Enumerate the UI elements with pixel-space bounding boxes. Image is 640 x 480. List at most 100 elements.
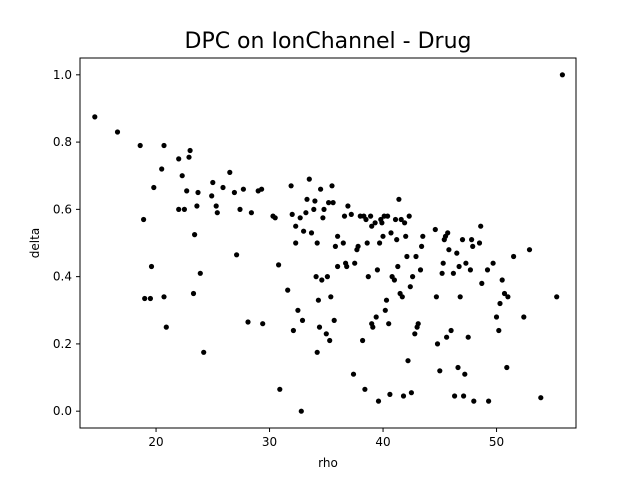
data-point-65 bbox=[316, 324, 323, 330]
data-point-18 bbox=[187, 147, 193, 154]
data-point-46 bbox=[289, 211, 295, 217]
data-point-84 bbox=[344, 263, 350, 270]
data-point-111 bbox=[382, 307, 388, 313]
data-point-47 bbox=[290, 327, 296, 334]
data-point-125 bbox=[399, 294, 405, 300]
data-point-81 bbox=[340, 240, 346, 246]
x-tick-label-1: 30 bbox=[262, 435, 277, 449]
data-point-139 bbox=[417, 267, 424, 273]
data-point-179 bbox=[501, 290, 508, 297]
data-point-52 bbox=[298, 408, 304, 414]
data-point-66 bbox=[318, 186, 324, 192]
data-point-160 bbox=[459, 237, 466, 243]
data-point-121 bbox=[395, 263, 401, 270]
data-point-114 bbox=[386, 321, 392, 327]
data-point-38 bbox=[259, 186, 265, 192]
data-point-136 bbox=[413, 253, 419, 260]
x-tick-label-2: 40 bbox=[375, 435, 390, 449]
data-point-4 bbox=[142, 295, 148, 302]
data-point-126 bbox=[400, 393, 407, 399]
data-point-175 bbox=[493, 314, 500, 320]
data-point-51 bbox=[297, 215, 303, 221]
data-point-101 bbox=[370, 324, 376, 330]
y-tick-label-0: 0.0 bbox=[53, 404, 72, 418]
data-point-64 bbox=[315, 297, 321, 303]
data-point-181 bbox=[505, 294, 511, 300]
data-point-31 bbox=[231, 189, 237, 196]
data-point-24 bbox=[201, 349, 207, 355]
data-point-158 bbox=[456, 263, 462, 270]
data-point-128 bbox=[403, 233, 409, 239]
axis-ticks: 20 30 40 50 0.0 0.2 0.4 0.6 0.8 1.0 bbox=[53, 68, 504, 449]
data-point-79 bbox=[335, 263, 341, 270]
data-point-55 bbox=[303, 210, 309, 216]
data-point-133 bbox=[408, 390, 414, 396]
data-point-96 bbox=[364, 240, 370, 246]
data-point-141 bbox=[420, 233, 426, 239]
data-point-138 bbox=[415, 321, 421, 327]
data-point-29 bbox=[220, 184, 226, 191]
data-point-165 bbox=[467, 267, 473, 273]
data-point-2 bbox=[137, 142, 143, 149]
data-point-30 bbox=[227, 169, 233, 175]
data-point-67 bbox=[319, 277, 325, 283]
data-point-13 bbox=[176, 206, 182, 212]
data-point-77 bbox=[331, 317, 337, 323]
data-point-73 bbox=[327, 337, 333, 344]
data-point-180 bbox=[504, 364, 510, 371]
data-point-63 bbox=[314, 349, 320, 355]
data-point-142 bbox=[432, 226, 438, 233]
data-point-183 bbox=[521, 314, 527, 320]
data-point-90 bbox=[355, 243, 361, 249]
data-point-17 bbox=[186, 154, 192, 160]
data-point-69 bbox=[321, 206, 327, 212]
data-point-144 bbox=[434, 341, 441, 347]
data-point-130 bbox=[405, 358, 411, 364]
data-point-88 bbox=[352, 260, 358, 266]
data-point-32 bbox=[234, 252, 240, 258]
data-point-19 bbox=[190, 290, 197, 297]
plot-area-frame bbox=[79, 57, 577, 429]
data-point-119 bbox=[392, 216, 399, 223]
data-point-41 bbox=[272, 215, 278, 221]
data-point-22 bbox=[195, 189, 201, 196]
data-point-184 bbox=[526, 247, 533, 253]
data-point-42 bbox=[276, 262, 282, 268]
data-point-122 bbox=[396, 196, 402, 202]
data-point-156 bbox=[454, 250, 460, 256]
data-point-45 bbox=[288, 183, 294, 189]
data-point-152 bbox=[446, 247, 452, 253]
data-point-87 bbox=[350, 371, 357, 377]
data-point-25 bbox=[209, 193, 215, 199]
data-point-124 bbox=[398, 216, 404, 223]
data-point-104 bbox=[374, 267, 380, 273]
x-tick-label-3: 50 bbox=[489, 435, 504, 449]
data-point-116 bbox=[388, 230, 394, 236]
data-point-57 bbox=[306, 176, 312, 182]
data-point-187 bbox=[559, 72, 566, 78]
data-point-168 bbox=[471, 398, 477, 404]
data-point-161 bbox=[461, 393, 467, 399]
data-point-39 bbox=[260, 321, 266, 327]
data-point-170 bbox=[478, 223, 484, 229]
data-point-95 bbox=[363, 216, 369, 223]
data-point-115 bbox=[387, 391, 393, 397]
data-point-48 bbox=[293, 223, 299, 229]
data-point-26 bbox=[210, 179, 216, 186]
data-point-102 bbox=[372, 220, 378, 226]
data-point-129 bbox=[404, 253, 410, 260]
data-point-61 bbox=[313, 274, 319, 280]
data-point-60 bbox=[312, 198, 318, 204]
data-point-150 bbox=[444, 334, 450, 340]
data-points bbox=[92, 72, 566, 414]
data-point-80 bbox=[335, 233, 341, 239]
data-point-76 bbox=[330, 200, 336, 206]
y-tick-label-5: 1.0 bbox=[53, 68, 72, 82]
data-point-105 bbox=[375, 398, 382, 404]
data-point-49 bbox=[293, 240, 299, 246]
data-point-131 bbox=[406, 213, 412, 219]
data-point-169 bbox=[476, 240, 483, 246]
data-point-176 bbox=[496, 327, 502, 334]
data-point-154 bbox=[450, 270, 456, 276]
